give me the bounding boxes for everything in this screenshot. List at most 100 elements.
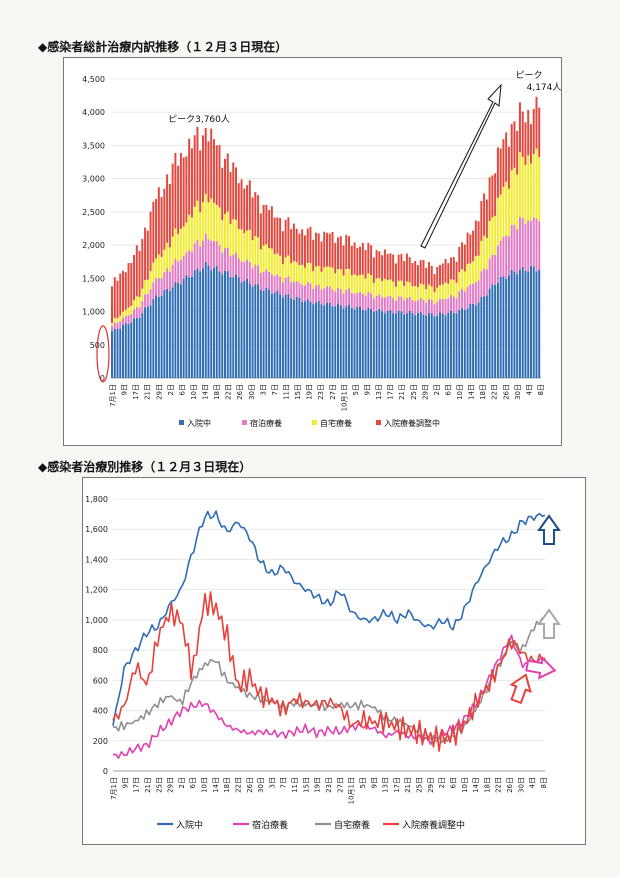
chart1-bar-segment <box>367 307 370 378</box>
chart1-bar-segment <box>400 296 403 312</box>
chart1-peak2-label: ピーク <box>515 70 542 81</box>
chart1-bar-segment <box>510 124 513 171</box>
chart1-bar-segment <box>221 167 224 221</box>
chart1-y-tick-label: 2,500 <box>82 208 105 217</box>
chart1-bar-segment <box>527 271 530 378</box>
chart1-bar-segment <box>204 262 207 378</box>
chart1-bar-segment <box>436 315 439 378</box>
chart1-bar-segment <box>207 265 210 378</box>
chart1-bar-segment <box>494 215 497 255</box>
chart1-bar-segment <box>265 287 268 378</box>
chart1-bar-segment <box>306 228 309 263</box>
chart1-bar-segment <box>196 200 199 240</box>
chart1-bar-segment <box>334 291 337 307</box>
chart1-bar-segment <box>447 298 450 313</box>
chart2-x-tick-label: 13日 <box>382 777 390 793</box>
chart1-bar-segment <box>270 293 273 378</box>
chart1-bar-segment <box>419 297 422 312</box>
chart1-bar-segment <box>232 277 235 378</box>
chart1-bar-segment <box>171 287 174 378</box>
chart1-bar-segment <box>458 272 461 292</box>
chart1-bar-segment <box>317 233 320 266</box>
chart1-bar-segment <box>237 277 240 378</box>
chart2-y-tick-label: 600 <box>93 676 108 685</box>
chart1-bar-segment <box>474 220 477 257</box>
chart1-bar-segment <box>306 262 309 283</box>
chart1-bar-segment <box>513 121 516 168</box>
chart1-bar-segment <box>439 298 441 313</box>
chart1-x-tick-label: 14日 <box>202 384 210 400</box>
chart1-bar-segment <box>444 298 447 316</box>
chart1-bar-segment <box>419 311 422 378</box>
chart1-bar-segment <box>265 269 268 288</box>
chart1-bar-segment <box>237 183 240 230</box>
chart1-bar-segment <box>141 288 144 302</box>
chart1-bar-segment <box>226 271 229 378</box>
chart1-bar-segment <box>312 239 315 272</box>
chart1-bar-segment <box>403 300 406 315</box>
chart1-bar-segment <box>516 131 519 175</box>
chart1-bar-segment <box>461 269 464 289</box>
chart1-bar-segment <box>334 306 337 378</box>
chart1-bar-segment <box>174 228 177 259</box>
chart1-x-tick-label: 15日 <box>294 384 302 400</box>
chart1-bar-segment <box>483 235 486 269</box>
chart1-bar-segment <box>295 262 298 281</box>
chart1-bar-segment <box>251 287 254 378</box>
chart1-bar-segment <box>386 296 389 311</box>
chart1-bar-segment <box>538 157 541 222</box>
chart1-bar-segment <box>193 243 196 271</box>
chart2-x-tick-label: 5日 <box>359 777 367 788</box>
chart1-bar-segment <box>375 310 378 378</box>
chart2-x-tick-label: 19日 <box>314 777 322 793</box>
chart1-bar-segment <box>339 289 342 306</box>
chart1-bar-segment <box>394 300 397 314</box>
chart1-bar-segment <box>199 212 202 247</box>
chart1-bar-segment <box>427 298 430 314</box>
chart1-bar-segment <box>259 289 262 378</box>
chart1-bar-segment <box>524 223 527 272</box>
chart1-bar-segment <box>455 282 458 299</box>
chart1-bar-segment <box>328 302 331 378</box>
chart1-bar-segment <box>279 255 282 277</box>
chart1-x-tick-label: 17日 <box>132 384 140 400</box>
chart1-bar-segment <box>422 284 425 300</box>
chart1-bar-segment <box>339 305 342 378</box>
chart1-bar-segment <box>201 240 204 269</box>
chart1-bar-segment <box>243 233 246 262</box>
chart1-bar-segment <box>378 251 381 278</box>
chart1-bar-segment <box>422 314 425 378</box>
chart1-bar-segment <box>212 139 215 203</box>
chart1-bar-segment <box>212 241 215 268</box>
chart1-bar-segment <box>480 201 483 241</box>
chart1-legend-label: 入院中 <box>187 418 211 428</box>
chart1-bar-segment <box>527 155 530 221</box>
chart1-bar-segment <box>152 201 155 263</box>
chart1-bar-segment <box>157 187 160 255</box>
chart1-bar-segment <box>276 217 279 254</box>
chart1-bar-segment <box>419 283 422 298</box>
chart1-bar-segment <box>188 138 191 215</box>
chart1-bar-segment <box>320 241 323 272</box>
chart1-bar-segment <box>323 288 326 306</box>
chart1-bar-segment <box>312 288 315 305</box>
chart1-bar-segment <box>496 282 499 378</box>
chart2-x-tick-label: 7月1日 <box>110 777 118 800</box>
chart1-bar-segment <box>201 135 204 203</box>
chart1-bar-segment <box>301 264 304 285</box>
chart1-x-tick-label: 3日 <box>259 384 267 395</box>
chart1-bar-segment <box>116 322 119 330</box>
chart2-x-tick-label: 11日 <box>291 777 299 793</box>
chart1-bar-segment <box>350 292 353 308</box>
chart1-bar-segment <box>353 242 356 275</box>
chart1-bar-segment <box>160 278 163 296</box>
chart2-x-tick-label: 6日 <box>189 777 197 788</box>
chart1-y-tick-label: 4,500 <box>82 75 105 84</box>
chart1-bar-segment <box>224 214 226 249</box>
chart1-bar-segment <box>348 268 351 289</box>
chart1-bar-segment <box>179 259 182 285</box>
chart1-bar-segment <box>502 276 505 378</box>
chart1-bar-segment <box>408 297 411 311</box>
chart1-bar-segment <box>113 322 116 329</box>
chart1-bar-segment <box>146 230 149 280</box>
